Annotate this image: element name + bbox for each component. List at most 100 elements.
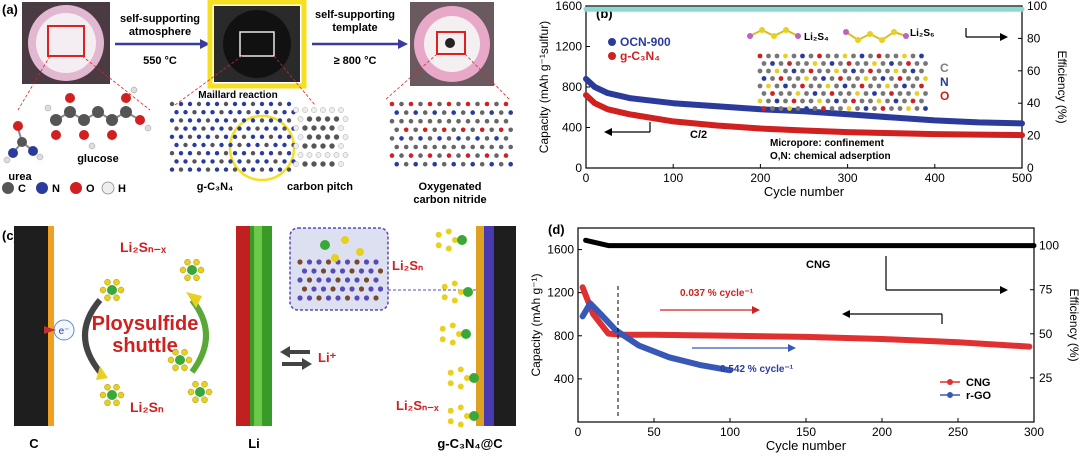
shuttle-label-1: Ploysulfide xyxy=(92,313,199,335)
legend-label: r-GO xyxy=(966,390,992,402)
data-point xyxy=(715,104,719,108)
connectors xyxy=(17,53,511,111)
data-point xyxy=(671,101,675,105)
y-tick-label: 800 xyxy=(554,329,574,343)
data-point xyxy=(1032,244,1036,248)
data-point xyxy=(1027,344,1032,349)
x-tick-label: 200 xyxy=(750,171,770,185)
data-point xyxy=(584,77,588,81)
legend-marker xyxy=(608,38,616,46)
gcn-electrode xyxy=(476,226,516,426)
data-point xyxy=(976,120,981,125)
data-point xyxy=(614,328,618,332)
x-axis-label: Cycle number xyxy=(766,438,847,453)
legend-o: O xyxy=(86,183,95,195)
glucose-label: glucose xyxy=(77,153,119,165)
right-axis-arrow xyxy=(965,28,1008,41)
photo-ocn xyxy=(410,2,494,86)
ocn-sheet-illustration xyxy=(757,53,928,111)
panel-a: (a) self-supporting atmosphere 550 °C se… xyxy=(2,0,513,206)
data-point xyxy=(728,368,732,372)
ocn-label-1: Oxygenated xyxy=(419,181,482,193)
panel-b: (b) 0 100 200 300 400 50004008001200160002040… xyxy=(537,0,1069,199)
panel-d-label: (d) xyxy=(548,222,565,237)
data-point xyxy=(588,301,592,306)
efficiency-axis-arrow xyxy=(885,256,1008,294)
arrow2-bottom-label: ≥ 800 °C xyxy=(334,55,377,67)
cng-efficiency-label: CNG xyxy=(806,259,830,271)
element-n-label: N xyxy=(940,75,949,89)
ocn-label-2: carbon nitride xyxy=(413,194,486,206)
photo-urea-glucose xyxy=(22,2,110,84)
y-tick-label: 1600 xyxy=(547,243,574,257)
chart-d: 0 50 100 150 200 250 300 400 800 1200 1600 25 50 75 10… xyxy=(529,227,1080,453)
urea-label: urea xyxy=(8,171,32,183)
data-point xyxy=(606,107,610,111)
data-point xyxy=(758,7,763,11)
decay-cng-label: 0.037 % cycle⁻¹ xyxy=(680,288,754,299)
x-tick-label: 0 xyxy=(583,171,590,185)
y-tick-label: 1200 xyxy=(547,286,574,300)
data-point xyxy=(728,244,732,248)
data-point xyxy=(715,123,719,128)
x-axis-label: Cycle number xyxy=(764,184,845,199)
y-tick-label: 1200 xyxy=(555,40,582,54)
decay-rgo-arrow xyxy=(692,344,796,352)
data-point xyxy=(637,343,641,348)
electron-bubble: e⁻ xyxy=(44,319,75,341)
note1: Micropore: confinement xyxy=(770,138,885,149)
x-tick-label: 100 xyxy=(663,171,683,185)
y2-tick-label: 25 xyxy=(1039,371,1053,385)
inset-adsorption xyxy=(289,227,480,311)
data-point xyxy=(580,314,585,318)
data-point xyxy=(804,335,808,339)
data-point xyxy=(889,131,893,135)
carbon-pitch-molecule xyxy=(293,107,349,167)
data-point xyxy=(846,112,850,116)
capacity-axis-arrow xyxy=(842,310,943,324)
data-point xyxy=(1020,133,1024,137)
li2s4-label: Li₂S₄ xyxy=(804,32,829,43)
y2-tick-label: 0 xyxy=(1027,161,1034,175)
legend-n: N xyxy=(52,183,60,195)
y2-tick-label: 100 xyxy=(1039,239,1059,253)
data-point xyxy=(880,244,884,248)
data-point xyxy=(802,109,806,113)
data-point xyxy=(880,337,884,341)
decay-rgo-label: 0.542 % cycle⁻¹ xyxy=(720,364,794,375)
x-tick-label: 500 xyxy=(1012,171,1032,185)
data-point xyxy=(591,312,595,316)
y2-tick-label: 50 xyxy=(1039,327,1053,341)
legend-marker xyxy=(947,379,953,385)
data-point xyxy=(593,85,597,89)
data-point xyxy=(889,115,893,119)
shuttle-arrows xyxy=(82,292,209,380)
data-point xyxy=(956,340,960,344)
data-point xyxy=(804,244,808,248)
polysulfide-clusters xyxy=(99,258,213,407)
right-polysulfide-bottom: Li₂Sₙ₋ₓ xyxy=(396,398,439,413)
arrow2-mid-label: template xyxy=(332,22,377,34)
li-ion-arrows xyxy=(280,346,312,370)
data-point xyxy=(976,132,981,137)
shuttle-label-2: shuttle xyxy=(112,335,178,357)
data-point xyxy=(1020,121,1024,126)
legend-marker xyxy=(947,392,953,398)
arrow-550: self-supporting atmosphere 550 °C xyxy=(115,13,210,67)
data-point xyxy=(846,130,850,134)
legend-label: OCN-900 xyxy=(620,35,671,49)
data-point xyxy=(933,132,937,136)
arrow-800: self-supporting template ≥ 800 °C xyxy=(312,9,408,67)
pitch-label: carbon pitch xyxy=(287,181,353,193)
polysulfide-top-label: Li₂Sₙ₋ₓ xyxy=(120,239,167,255)
legend-label: g-C₃N₄ xyxy=(620,49,660,63)
data-point xyxy=(606,244,611,248)
decay-cng-arrow xyxy=(660,306,760,314)
y-tick-label: 0 xyxy=(575,161,582,175)
x-tick-label: 150 xyxy=(796,425,816,439)
y-tick-label: 1600 xyxy=(555,0,582,13)
legend-label: CNG xyxy=(966,377,990,389)
x-tick-label: 250 xyxy=(948,425,968,439)
series-line-0 xyxy=(579,284,1033,350)
element-o-label: O xyxy=(940,89,949,103)
